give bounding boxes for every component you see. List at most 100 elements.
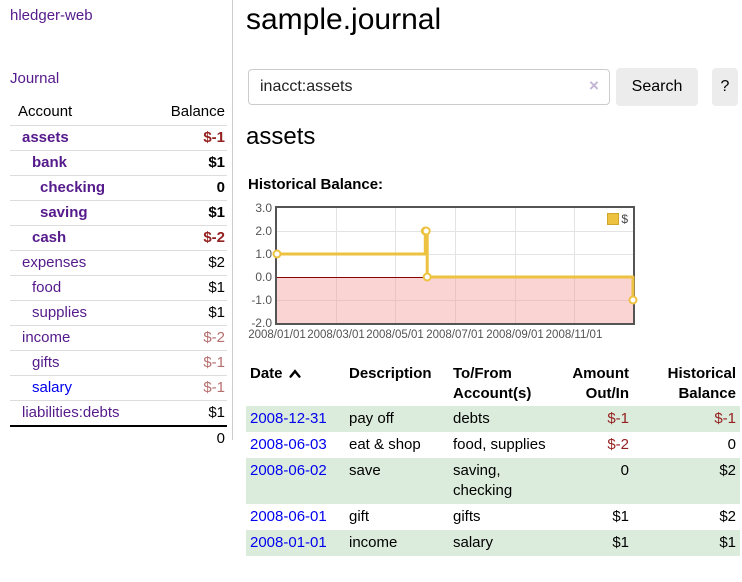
account-balance: $-2 bbox=[146, 225, 227, 251]
x-tick-label: 2008/11/01 bbox=[545, 329, 603, 341]
accounts-column-balance: Balance bbox=[170, 103, 225, 120]
column-balance: Historical Balance bbox=[667, 365, 736, 402]
account-balance: $1 bbox=[146, 275, 227, 301]
transaction-description: pay off bbox=[349, 410, 394, 427]
y-tick-label: 0.0 bbox=[255, 270, 272, 284]
transaction-amount: 0 bbox=[620, 462, 629, 479]
account-balance: $1 bbox=[146, 200, 227, 226]
account-balance: 0 bbox=[146, 175, 227, 201]
transaction-balance: 0 bbox=[727, 436, 736, 453]
chart-gridline bbox=[515, 208, 516, 323]
chart-gridline bbox=[277, 231, 633, 232]
sidebar-account-cash[interactable]: cash bbox=[32, 229, 67, 246]
account-row: salary $-1 bbox=[10, 375, 227, 401]
accounts-table-header: Account Balance bbox=[10, 100, 227, 126]
sort-ascending-icon bbox=[289, 369, 301, 378]
x-tick-label: 2008/09/01 bbox=[486, 329, 544, 341]
account-balance: $-2 bbox=[146, 325, 227, 351]
negative-region bbox=[277, 277, 633, 323]
sidebar-account-income[interactable]: income bbox=[22, 329, 71, 346]
transaction-date-link[interactable]: 2008-06-01 bbox=[250, 508, 327, 525]
balance-series bbox=[272, 226, 638, 305]
account-row: checking 0 bbox=[10, 175, 227, 201]
clear-search-icon[interactable]: × bbox=[589, 76, 599, 95]
app-brand-link[interactable]: hledger-web bbox=[10, 7, 93, 24]
sidebar-item-journal[interactable]: Journal bbox=[10, 70, 60, 87]
y-tick-label: 3.0 bbox=[255, 201, 272, 215]
transaction-amount: $1 bbox=[612, 534, 629, 551]
register-row: 2008-06-03 eat & shop food, supplies $-2 0 bbox=[246, 432, 740, 458]
chart-gridline bbox=[455, 208, 456, 323]
date-cell: 2008-12-31 bbox=[246, 406, 345, 432]
register-row: 2008-06-02 save saving, checking 0 $2 bbox=[246, 458, 740, 504]
register-header-row: Date Description To/From Account(s) Amou… bbox=[246, 362, 740, 406]
balance-chart[interactable]: $ bbox=[272, 206, 638, 325]
transaction-balance: $-1 bbox=[714, 410, 736, 427]
help-button[interactable]: ? bbox=[712, 68, 738, 106]
accounts-table: Account Balance assets $-1 bank $1 checking 0… bbox=[10, 100, 227, 451]
account-table-body: assets $-1 bank $1 checking 0 saving $1 cash $-2 e… bbox=[10, 125, 227, 426]
transaction-balance: $2 bbox=[719, 462, 736, 479]
transaction-amount: $1 bbox=[612, 508, 629, 525]
y-tick-label: -2.0 bbox=[251, 316, 272, 330]
column-date-label: Date bbox=[250, 365, 283, 382]
account-balance: $1 bbox=[146, 300, 227, 326]
sidebar-account-expenses[interactable]: expenses bbox=[22, 254, 87, 271]
date-cell: 2008-06-03 bbox=[246, 432, 345, 458]
data-point-marker bbox=[422, 272, 432, 282]
x-tick-label: 2008/01/01 bbox=[248, 329, 306, 341]
transaction-description: income bbox=[349, 534, 398, 551]
register-row: 2008-06-01 gift gifts $1 $2 bbox=[246, 504, 740, 530]
page-title: sample.journal bbox=[246, 3, 442, 36]
transaction-amount: $-1 bbox=[607, 410, 629, 427]
date-cell: 2008-01-01 bbox=[246, 530, 345, 556]
legend-swatch-icon bbox=[607, 213, 620, 225]
accounts-column-account: Account bbox=[18, 103, 73, 120]
x-tick-label: 2008/07/01 bbox=[426, 329, 484, 341]
sidebar-account-liabilities-debts[interactable]: liabilities:debts bbox=[22, 404, 120, 421]
y-tick-label: -1.0 bbox=[251, 293, 272, 307]
account-balance: $1 bbox=[146, 400, 227, 426]
sidebar-account-checking[interactable]: checking bbox=[40, 179, 106, 196]
column-date[interactable]: Date bbox=[246, 362, 345, 406]
sidebar-account-bank[interactable]: bank bbox=[32, 154, 68, 171]
transaction-accounts: gifts bbox=[453, 508, 481, 525]
sidebar-account-food[interactable]: food bbox=[32, 279, 62, 296]
account-row: saving $1 bbox=[10, 200, 227, 226]
register-table: Date Description To/From Account(s) Amou… bbox=[246, 362, 740, 556]
search-button[interactable]: Search bbox=[616, 68, 698, 106]
account-balance: $-1 bbox=[146, 350, 227, 376]
transaction-date-link[interactable]: 2008-06-02 bbox=[250, 462, 327, 479]
x-tick-label: 2008/05/01 bbox=[366, 329, 424, 341]
date-cell: 2008-06-02 bbox=[246, 458, 345, 504]
transaction-accounts: food, supplies bbox=[453, 436, 546, 453]
account-row: food $1 bbox=[10, 275, 227, 301]
data-point-marker bbox=[421, 226, 431, 236]
transaction-description: save bbox=[349, 462, 381, 479]
transaction-accounts: debts bbox=[453, 410, 490, 427]
sidebar-divider bbox=[232, 0, 233, 440]
account-balance: $1 bbox=[146, 150, 227, 176]
account-balance: $2 bbox=[146, 250, 227, 276]
sidebar-account-assets[interactable]: assets bbox=[22, 129, 69, 146]
register-table-body: 2008-12-31 pay off debts $-1 $-1 2008-06-03 ea… bbox=[246, 406, 740, 556]
sidebar-account-supplies[interactable]: supplies bbox=[32, 304, 88, 321]
search-input[interactable] bbox=[248, 69, 610, 105]
x-tick-label: 2008/03/01 bbox=[307, 329, 365, 341]
transaction-date-link[interactable]: 2008-06-03 bbox=[250, 436, 327, 453]
sidebar-account-saving[interactable]: saving bbox=[40, 204, 88, 221]
column-description: Description bbox=[349, 365, 432, 382]
chart-gridline bbox=[277, 254, 633, 255]
chart-legend: $ bbox=[605, 211, 630, 227]
sidebar-account-salary[interactable]: salary bbox=[32, 379, 73, 396]
column-accounts: To/From Account(s) bbox=[453, 365, 532, 402]
chart-gridline bbox=[395, 208, 396, 323]
transaction-accounts: saving, checking bbox=[453, 462, 513, 499]
transaction-date-link[interactable]: 2008-01-01 bbox=[250, 534, 327, 551]
transaction-date-link[interactable]: 2008-12-31 bbox=[250, 410, 327, 427]
column-amount: Amount Out/In bbox=[572, 365, 629, 402]
accounts-total-value: 0 bbox=[146, 425, 227, 451]
account-row: bank $1 bbox=[10, 150, 227, 176]
sidebar-account-gifts[interactable]: gifts bbox=[32, 354, 60, 371]
chart-heading: Historical Balance: bbox=[248, 176, 384, 193]
